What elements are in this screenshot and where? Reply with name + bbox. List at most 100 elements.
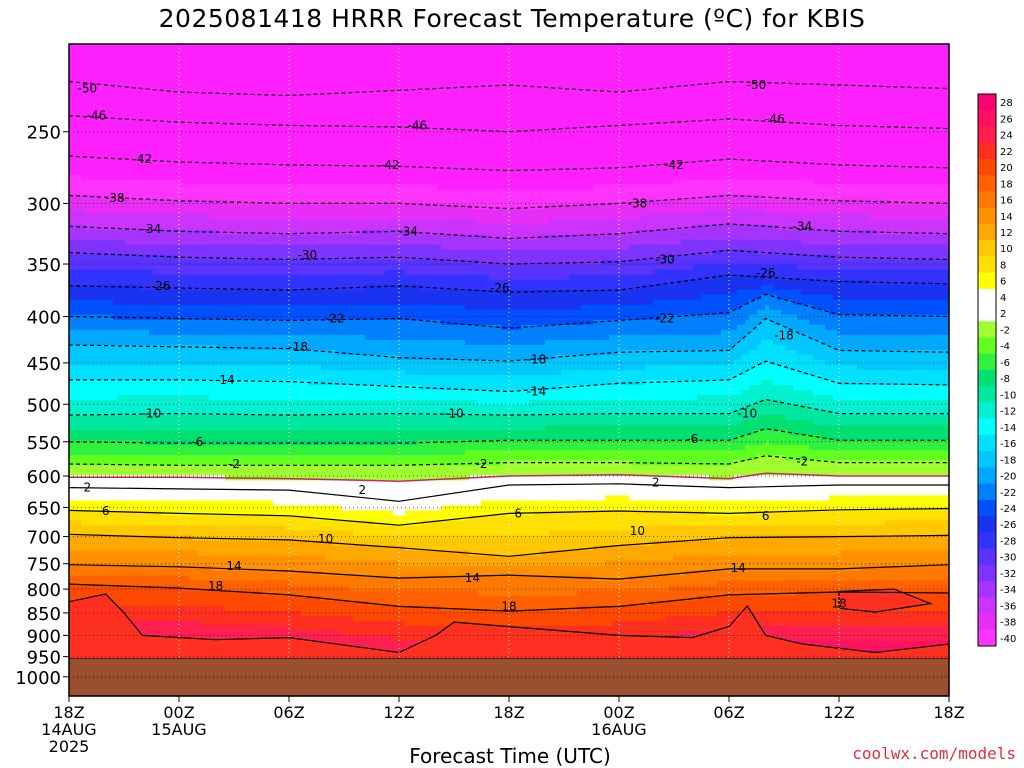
temperature-cell — [153, 319, 158, 326]
temperature-cell — [153, 500, 158, 507]
temperature-cell — [173, 54, 178, 60]
temperature-cell — [221, 99, 226, 105]
temperature-cell — [173, 620, 178, 627]
temperature-cell — [169, 475, 174, 481]
temperature-cell — [177, 119, 182, 125]
temperature-cell — [113, 515, 118, 522]
temperature-cell — [105, 159, 110, 165]
temperature-cell — [101, 124, 106, 130]
temperature-cell — [209, 54, 214, 60]
temperature-cell — [201, 114, 206, 120]
temperature-cell — [189, 630, 194, 637]
temperature-cell — [185, 470, 190, 476]
temperature-cell — [125, 249, 130, 256]
temperature-cell — [121, 259, 126, 266]
temperature-cell — [157, 555, 162, 562]
temperature-cell — [117, 319, 122, 326]
temperature-cell — [209, 405, 214, 411]
temperature-cell — [193, 219, 198, 226]
temperature-cell — [189, 324, 194, 331]
temperature-cell — [97, 109, 102, 115]
temperature-cell — [77, 109, 82, 115]
temperature-cell — [129, 49, 134, 55]
temperature-cell — [149, 475, 154, 481]
temperature-cell — [141, 324, 146, 331]
temperature-cell — [105, 359, 110, 366]
temperature-cell — [73, 134, 78, 140]
temperature-cell — [133, 359, 138, 366]
temperature-cell — [145, 99, 150, 105]
temperature-cell — [133, 520, 138, 527]
temperature-cell — [89, 64, 94, 70]
temperature-cell — [117, 184, 122, 191]
temperature-cell — [157, 585, 162, 592]
temperature-cell — [177, 234, 182, 241]
temperature-cell — [101, 259, 106, 266]
temperature-cell — [109, 124, 114, 130]
temperature-cell — [109, 585, 114, 592]
temperature-cell — [133, 540, 138, 547]
temperature-cell — [133, 304, 138, 311]
temperature-cell — [145, 570, 150, 577]
temperature-cell — [181, 590, 186, 597]
temperature-cell — [153, 264, 158, 271]
temperature-cell — [133, 124, 138, 130]
temperature-cell — [77, 490, 82, 496]
temperature-cell — [121, 460, 126, 466]
temperature-cell — [177, 89, 182, 95]
temperature-cell — [161, 304, 166, 311]
temperature-cell — [161, 480, 166, 486]
temperature-cell — [181, 560, 186, 567]
temperature-cell — [221, 49, 226, 55]
temperature-cell — [77, 530, 82, 537]
temperature-cell — [157, 244, 162, 251]
temperature-cell — [161, 344, 166, 351]
temperature-cell — [85, 580, 90, 587]
temperature-cell — [125, 475, 130, 481]
temperature-cell — [101, 450, 106, 456]
temperature-cell — [161, 179, 166, 186]
temperature-cell — [213, 375, 218, 381]
temperature-cell — [133, 159, 138, 165]
temperature-cell — [89, 219, 94, 226]
temperature-cell — [121, 104, 126, 110]
temperature-cell — [217, 244, 222, 251]
temperature-cell — [185, 74, 190, 80]
temperature-cell — [113, 164, 118, 170]
temperature-cell — [209, 244, 214, 251]
temperature-cell — [81, 575, 86, 582]
temperature-cell — [97, 79, 102, 85]
temperature-cell — [141, 69, 146, 75]
temperature-cell — [205, 450, 210, 456]
temperature-cell — [133, 535, 138, 542]
temperature-cell — [153, 470, 158, 476]
temperature-cell — [205, 209, 210, 216]
temperature-cell — [89, 134, 94, 140]
temperature-cell — [97, 99, 102, 105]
temperature-cell — [101, 149, 106, 155]
temperature-cell — [173, 269, 178, 276]
temperature-cell — [141, 435, 146, 441]
temperature-cell — [145, 89, 150, 95]
temperature-cell — [145, 515, 150, 522]
temperature-cell — [169, 219, 174, 226]
temperature-cell — [185, 229, 190, 236]
temperature-cell — [73, 224, 78, 231]
temperature-cell — [133, 490, 138, 496]
temperature-cell — [145, 74, 150, 80]
temperature-cell — [89, 565, 94, 572]
temperature-cell — [117, 164, 122, 170]
temperature-cell — [89, 54, 94, 60]
temperature-cell — [177, 590, 182, 597]
temperature-cell — [113, 455, 118, 461]
temperature-cell — [189, 104, 194, 110]
temperature-cell — [105, 154, 110, 160]
temperature-cell — [205, 590, 210, 597]
temperature-cell — [105, 445, 110, 451]
temperature-cell — [145, 114, 150, 120]
temperature-cell — [197, 209, 202, 216]
temperature-cell — [209, 620, 214, 627]
temperature-cell — [165, 259, 170, 266]
temperature-cell — [209, 334, 214, 341]
temperature-cell — [129, 525, 134, 532]
